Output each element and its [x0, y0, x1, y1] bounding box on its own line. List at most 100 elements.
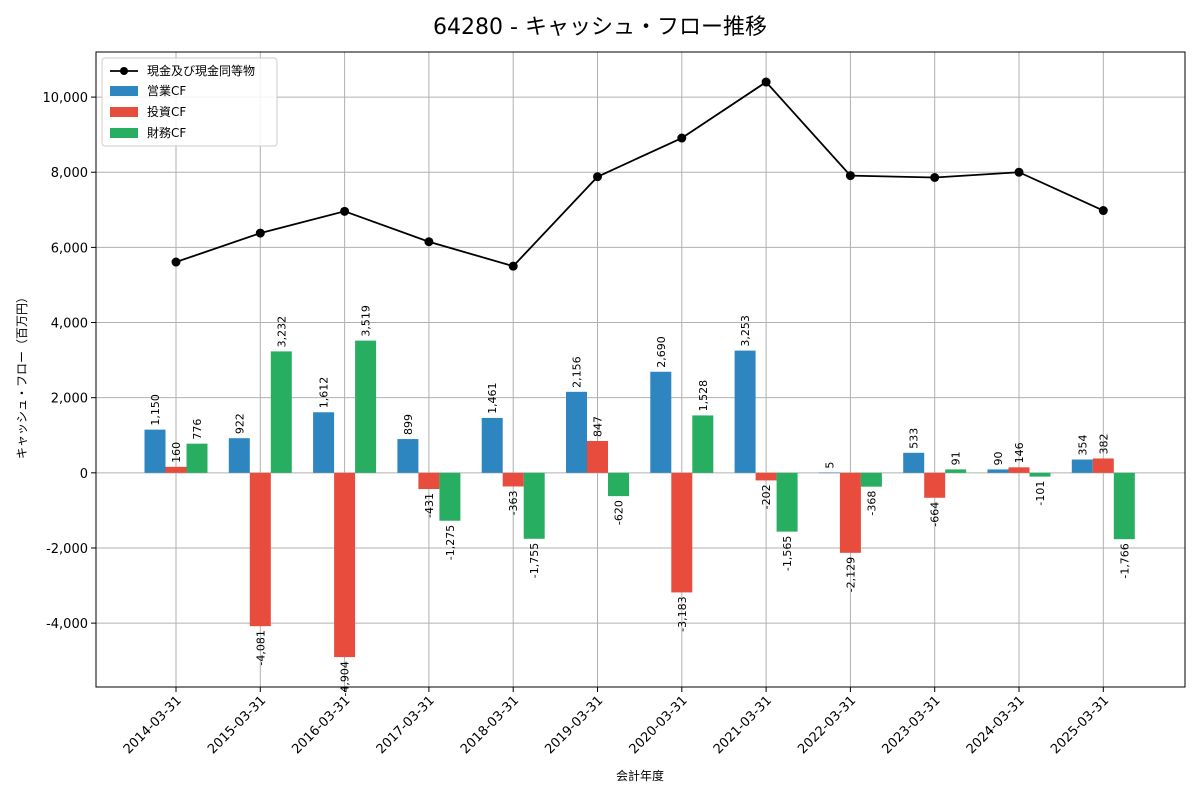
cash-point [930, 172, 940, 182]
x-tick-label: 2016-03-31 [289, 693, 353, 757]
plot-frame [95, 51, 1186, 688]
data-label: 899 [402, 414, 415, 435]
bar [1092, 458, 1114, 473]
data-label: 1,612 [318, 377, 331, 409]
data-label: -1,565 [781, 536, 794, 571]
data-label: 354 [1076, 435, 1089, 456]
x-tick-label: 2022-03-31 [795, 693, 859, 757]
data-label: -368 [865, 491, 878, 516]
bar [165, 466, 187, 473]
bar [355, 340, 377, 473]
bar [1008, 467, 1030, 473]
bar [334, 472, 356, 658]
bar [671, 472, 693, 593]
bar [650, 371, 672, 473]
cash-point [677, 133, 687, 143]
x-axis-label: 会計年度 [616, 768, 664, 783]
bar [1113, 472, 1135, 540]
bar [439, 472, 461, 521]
data-label: -664 [929, 502, 942, 527]
data-label: -4,904 [339, 661, 352, 696]
bar [860, 472, 882, 487]
cash-point [593, 172, 602, 182]
bar [755, 472, 777, 481]
cash-point [761, 77, 771, 87]
legend-label: 財務CF [147, 125, 186, 140]
bar [523, 472, 545, 539]
x-tick-label: 2023-03-31 [879, 693, 943, 757]
data-label: -620 [613, 500, 626, 525]
bar [144, 429, 166, 473]
data-label: -431 [423, 493, 436, 518]
data-label: 146 [1013, 442, 1026, 463]
cash-point [255, 228, 265, 238]
data-label: -3,183 [676, 596, 689, 631]
data-label: -4,081 [254, 630, 267, 665]
x-tick-label: 2017-03-31 [374, 693, 438, 757]
data-label: 160 [170, 442, 183, 463]
y-tick-label: 10,000 [43, 91, 89, 106]
bar [903, 452, 925, 473]
data-label: -202 [760, 484, 773, 509]
x-tick-label: 2015-03-31 [205, 693, 269, 757]
legend-swatch [110, 86, 138, 96]
cash-point [1098, 206, 1108, 216]
bar [418, 472, 440, 490]
bar [587, 441, 608, 473]
legend-swatch [110, 107, 138, 117]
grid-lines [96, 52, 1185, 687]
y-tick-label: -2,000 [46, 542, 88, 557]
x-tick-label: 2025-03-31 [1048, 693, 1112, 757]
data-label: -1,755 [528, 543, 541, 578]
x-tick-label: 2021-03-31 [711, 693, 775, 757]
cash-point [340, 206, 350, 216]
cash-point [1014, 167, 1024, 177]
x-tick-label: 2018-03-31 [458, 693, 522, 757]
legend-line-marker [120, 67, 128, 75]
bar [397, 439, 419, 473]
data-label: -101 [1034, 481, 1047, 506]
cash-point [424, 237, 434, 247]
bar [1071, 459, 1093, 473]
x-tick-label: 2014-03-31 [121, 693, 185, 757]
data-label: -1,766 [1118, 543, 1131, 578]
bar [249, 472, 271, 627]
data-label: 1,150 [149, 394, 162, 426]
y-axis-label: キャッシュ・フロー（百万円） [15, 291, 29, 459]
y-tick-label: 6,000 [51, 241, 88, 256]
bar [924, 472, 946, 498]
data-label: 3,253 [739, 315, 752, 347]
x-tick-label: 2020-03-31 [627, 693, 691, 757]
bar [608, 472, 629, 497]
data-label: 2,690 [655, 336, 668, 368]
bar [945, 469, 967, 473]
data-label: 847 [592, 416, 605, 437]
data-label: -363 [507, 490, 520, 515]
data-label: 3,232 [275, 316, 288, 348]
data-label: 1,528 [697, 380, 710, 412]
data-label: 1,461 [486, 382, 499, 414]
cash-point [171, 257, 181, 267]
cash-point [845, 171, 855, 181]
y-axis: -4,000 -2,000 0 2,000 4,000 6,000 8,000 10,000 [43, 91, 96, 632]
bar [228, 438, 250, 473]
x-tick-label: 2019-03-31 [542, 693, 606, 757]
y-tick-label: 8,000 [51, 166, 88, 181]
bar [839, 472, 861, 553]
bar [566, 391, 587, 473]
cash-point [508, 261, 518, 271]
legend-label: 現金及び現金同等物 [147, 63, 255, 78]
y-tick-label: 4,000 [51, 317, 88, 332]
data-label: 2,156 [571, 356, 584, 388]
bar [481, 417, 503, 473]
legend-label: 投資CF [147, 104, 186, 119]
bar-series-group [144, 340, 1135, 658]
bar [692, 415, 714, 473]
legend-swatch [110, 128, 138, 138]
data-label: 776 [191, 419, 204, 440]
chart-title: 64280 - キャッシュ・フロー推移 [433, 15, 767, 40]
data-label: -2,129 [844, 557, 857, 592]
x-tick-label: 2024-03-31 [964, 693, 1028, 757]
bar [270, 351, 292, 473]
